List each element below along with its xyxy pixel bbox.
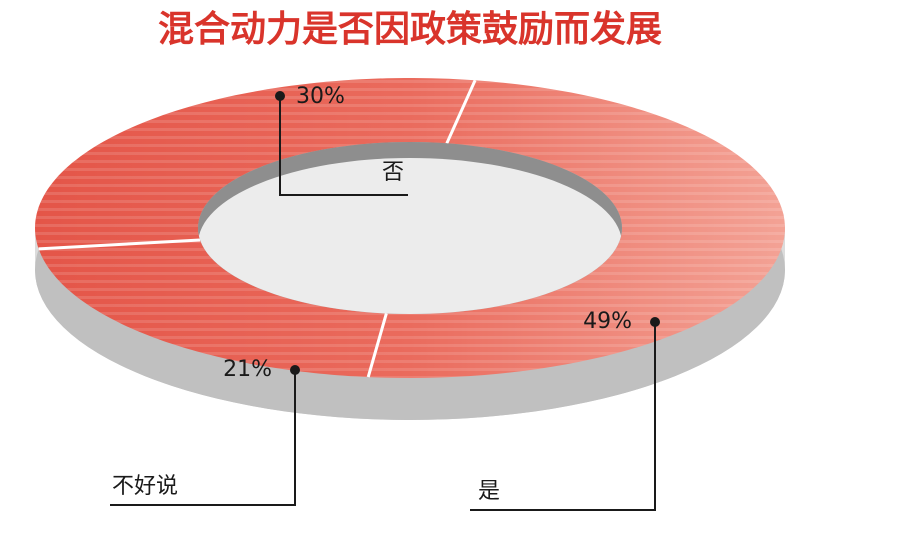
donut: 49% 是 21% 不好说 30% 否 [35, 78, 785, 511]
segment-texture [38, 240, 387, 378]
chart-title: 混合动力是否因政策鼓励而发展 [158, 8, 662, 50]
hole-floor [198, 158, 622, 314]
category-label: 否 [382, 160, 404, 185]
segment-divider [38, 238, 201, 251]
segment-divider [366, 313, 388, 378]
value-label: 21% [223, 357, 272, 382]
segment-texture [35, 78, 476, 249]
leader-dot [275, 91, 285, 101]
category-label: 是 [478, 479, 500, 504]
value-label: 30% [296, 84, 345, 109]
leader-line [279, 96, 408, 196]
leader-dot [290, 365, 300, 375]
segment-divider [445, 79, 477, 144]
value-label: 49% [583, 309, 632, 334]
leader-line [470, 322, 656, 511]
category-label: 不好说 [112, 474, 178, 499]
leader-line [110, 370, 296, 506]
segment-texture [368, 80, 785, 379]
leader-dot [650, 317, 660, 327]
